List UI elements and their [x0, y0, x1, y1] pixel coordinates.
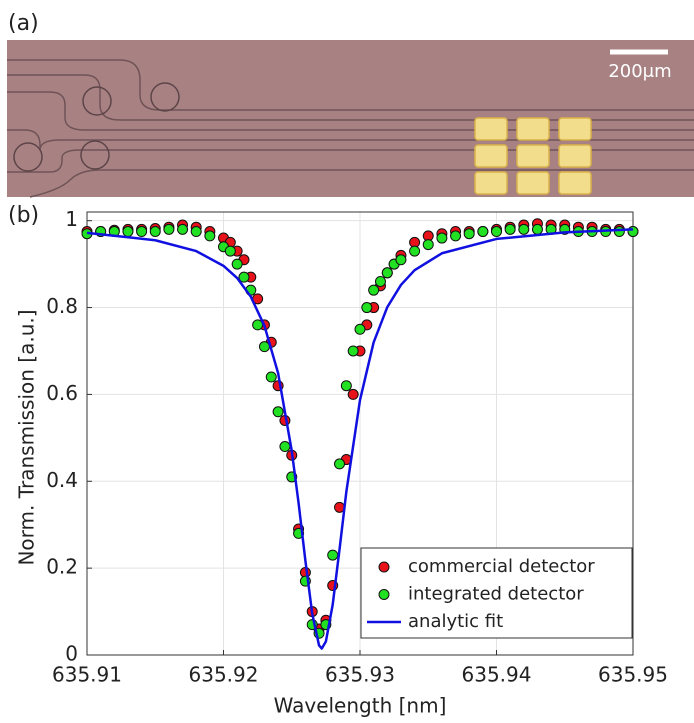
legend: commercial detector integrated detector an… [360, 547, 633, 639]
data-point [374, 275, 386, 287]
data-point [279, 441, 291, 453]
y-tick-label: 0 [65, 642, 78, 666]
data-point [204, 230, 216, 242]
data-point [224, 245, 236, 257]
data-point [327, 549, 339, 561]
data-point [190, 226, 202, 238]
data-point [409, 245, 421, 257]
legend-label: analytic fit [408, 611, 503, 632]
data-point [177, 223, 189, 235]
data-point [231, 258, 243, 270]
micrograph: 200μm [7, 40, 694, 198]
data-point [340, 380, 352, 392]
data-point [252, 319, 264, 331]
data-point [627, 226, 639, 238]
panel-label: (b) [8, 203, 39, 228]
data-point [163, 223, 175, 235]
data-point [436, 232, 448, 244]
waveguides [7, 59, 694, 198]
scale-bar-label: 200μm [608, 61, 671, 82]
data-point [491, 226, 502, 238]
data-point [504, 223, 516, 235]
data-point [422, 239, 434, 251]
data-point [613, 226, 625, 238]
y-tick-label: 0.4 [46, 468, 78, 492]
panel-label: (a) [8, 11, 39, 36]
data-point [354, 323, 366, 335]
x-tick-label: 635.91 [52, 663, 122, 687]
data-point [136, 226, 148, 238]
data-point [531, 223, 543, 235]
data-point [518, 223, 530, 235]
y-tick-label: 0.2 [46, 555, 78, 579]
x-tick-label: 635.94 [462, 663, 532, 687]
data-point [258, 341, 270, 353]
legend-symbol [378, 589, 390, 600]
data-point [122, 226, 134, 238]
legend-label: integrated detector [408, 584, 584, 605]
data-point [361, 302, 373, 314]
data-point [265, 371, 277, 383]
x-axis-label: Wavelength [nm] [274, 694, 447, 718]
y-tick-label: 0.6 [46, 381, 78, 405]
ring-resonators [13, 82, 180, 172]
chart: 635.91 635.92 635.93 635.94 635.95 0 0.2 0.4 0.6… [15, 207, 668, 717]
data-point [149, 226, 161, 238]
legend-label: commercial detector [408, 556, 595, 577]
plot-frame [86, 211, 634, 656]
legend-box [360, 547, 633, 639]
data-point [334, 458, 346, 470]
x-tick-label: 635.92 [189, 663, 259, 687]
contact-pads [474, 117, 592, 195]
y-tick-label: 0.8 [46, 294, 78, 318]
data-point [238, 271, 250, 283]
x-tick-label: 635.95 [598, 663, 668, 687]
data-point [395, 254, 407, 266]
legend-symbol [378, 561, 390, 573]
data-point [381, 267, 393, 279]
y-tick-label: 1 [65, 207, 78, 231]
y-axis-label: Norm. Transmission [a.u.] [15, 309, 39, 565]
data-point [368, 284, 380, 296]
data-point [450, 230, 462, 242]
x-tick-label: 635.93 [325, 663, 395, 687]
data-point [463, 228, 475, 240]
data-point [477, 226, 489, 238]
data-point [347, 345, 359, 357]
data-point [347, 388, 359, 400]
fit-line [86, 228, 634, 650]
data-point [272, 406, 284, 418]
